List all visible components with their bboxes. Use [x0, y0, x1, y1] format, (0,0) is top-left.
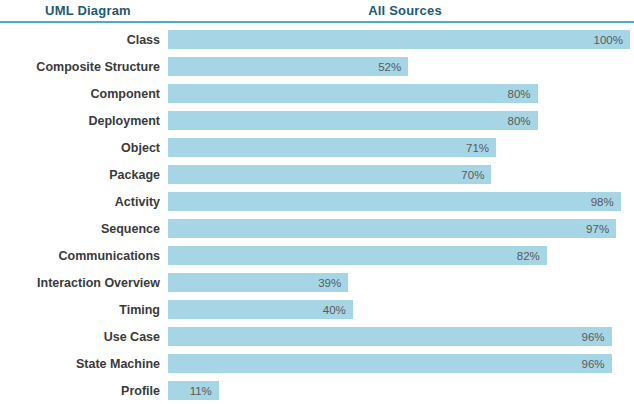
- bar: 52%: [168, 57, 408, 76]
- bar-track: 96%: [168, 354, 630, 373]
- bar-track: 100%: [168, 30, 630, 49]
- category-label: Activity: [0, 195, 168, 209]
- bar-track: 80%: [168, 111, 630, 130]
- table-row: State Machine 96%: [0, 350, 630, 377]
- category-label: State Machine: [0, 357, 168, 371]
- bar-value-label: 11%: [190, 385, 219, 397]
- bar: 96%: [168, 354, 612, 373]
- category-label: Timing: [0, 303, 168, 317]
- table-row: Communications 82%: [0, 242, 630, 269]
- bar-value-label: 80%: [508, 115, 538, 127]
- column-header-all-sources: All Sources: [176, 3, 634, 18]
- bar: 80%: [168, 84, 538, 103]
- bar-track: 39%: [168, 273, 630, 292]
- bar-value-label: 97%: [586, 223, 616, 235]
- bar-value-label: 40%: [323, 304, 353, 316]
- category-label: Class: [0, 33, 168, 47]
- bar: 100%: [168, 30, 630, 49]
- bar-value-label: 100%: [594, 34, 630, 46]
- table-row: Composite Structure 52%: [0, 53, 630, 80]
- category-label: Interaction Overview: [0, 276, 168, 290]
- category-label: Communications: [0, 249, 168, 263]
- category-label: Component: [0, 87, 168, 101]
- category-label: Sequence: [0, 222, 168, 236]
- bar-track: 52%: [168, 57, 630, 76]
- bar: 71%: [168, 138, 496, 157]
- table-row: Activity 98%: [0, 188, 630, 215]
- category-label: Package: [0, 168, 168, 182]
- bar: 96%: [168, 327, 612, 346]
- bar: 11%: [168, 381, 219, 400]
- bar-value-label: 96%: [581, 358, 611, 370]
- bar: 70%: [168, 165, 491, 184]
- table-row: Sequence 97%: [0, 215, 630, 242]
- table-row: Interaction Overview 39%: [0, 269, 630, 296]
- table-row: Object 71%: [0, 134, 630, 161]
- bar-value-label: 39%: [318, 277, 348, 289]
- bar-track: 11%: [168, 381, 630, 400]
- column-header-uml-diagram: UML Diagram: [0, 3, 176, 18]
- bar: 97%: [168, 219, 616, 238]
- bar-value-label: 71%: [466, 142, 496, 154]
- bar-track: 97%: [168, 219, 630, 238]
- category-label: Composite Structure: [0, 60, 168, 74]
- table-row: Component 80%: [0, 80, 630, 107]
- table-row: Use Case 96%: [0, 323, 630, 350]
- category-label: Use Case: [0, 330, 168, 344]
- table-row: Timing 40%: [0, 296, 630, 323]
- bar-track: 70%: [168, 165, 630, 184]
- bar-value-label: 52%: [378, 61, 408, 73]
- bar: 98%: [168, 192, 621, 211]
- bar: 40%: [168, 300, 353, 319]
- table-row: Deployment 80%: [0, 107, 630, 134]
- table-row: Package 70%: [0, 161, 630, 188]
- bar-track: 82%: [168, 246, 630, 265]
- bar-value-label: 70%: [461, 169, 491, 181]
- bar: 82%: [168, 246, 547, 265]
- bar-value-label: 98%: [591, 196, 621, 208]
- table-row: Class 100%: [0, 26, 630, 53]
- bar: 39%: [168, 273, 348, 292]
- category-label: Profile: [0, 384, 168, 398]
- category-label: Object: [0, 141, 168, 155]
- bar-value-label: 80%: [508, 88, 538, 100]
- category-label: Deployment: [0, 114, 168, 128]
- bar-value-label: 82%: [517, 250, 547, 262]
- bar-track: 96%: [168, 327, 630, 346]
- chart-header: UML Diagram All Sources: [0, 0, 634, 23]
- table-row: Profile 11%: [0, 377, 630, 404]
- bar-value-label: 96%: [581, 331, 611, 343]
- chart-rows: Class 100% Composite Structure 52% Component…: [0, 23, 634, 404]
- uml-diagram-bar-chart: UML Diagram All Sources Class 100% Composi…: [0, 0, 634, 404]
- bar: 80%: [168, 111, 538, 130]
- bar-track: 71%: [168, 138, 630, 157]
- bar-track: 40%: [168, 300, 630, 319]
- bar-track: 98%: [168, 192, 630, 211]
- bar-track: 80%: [168, 84, 630, 103]
